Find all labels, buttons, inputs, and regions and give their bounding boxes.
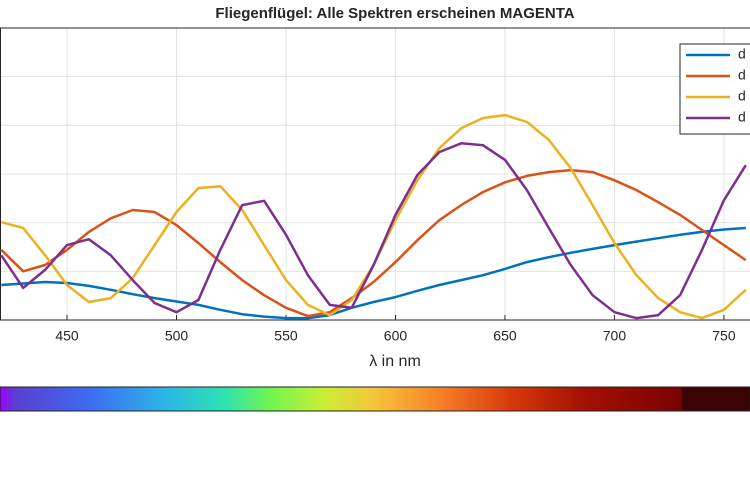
x-tick-label: 750 [712,328,736,344]
x-tick-label: 700 [603,328,627,344]
x-tick-label: 450 [55,328,79,344]
legend-label: d [738,88,746,104]
x-tick-label: 500 [165,328,189,344]
legend-label: d [738,109,746,125]
color-bar [0,386,750,412]
legend-label: d [738,46,746,62]
legend-label: d [738,67,746,83]
x-axis-label: λ in nm [369,353,421,370]
data-line [0,142,747,320]
x-tick-label: 550 [274,328,298,344]
data-line [0,168,747,318]
x-tick-label: 650 [493,328,517,344]
axes-box [0,27,750,321]
data-line [1,226,746,320]
chart-title: Fliegenflügel: Alle Spektren erscheinen … [215,5,574,22]
x-tick-label: 600 [384,328,408,344]
